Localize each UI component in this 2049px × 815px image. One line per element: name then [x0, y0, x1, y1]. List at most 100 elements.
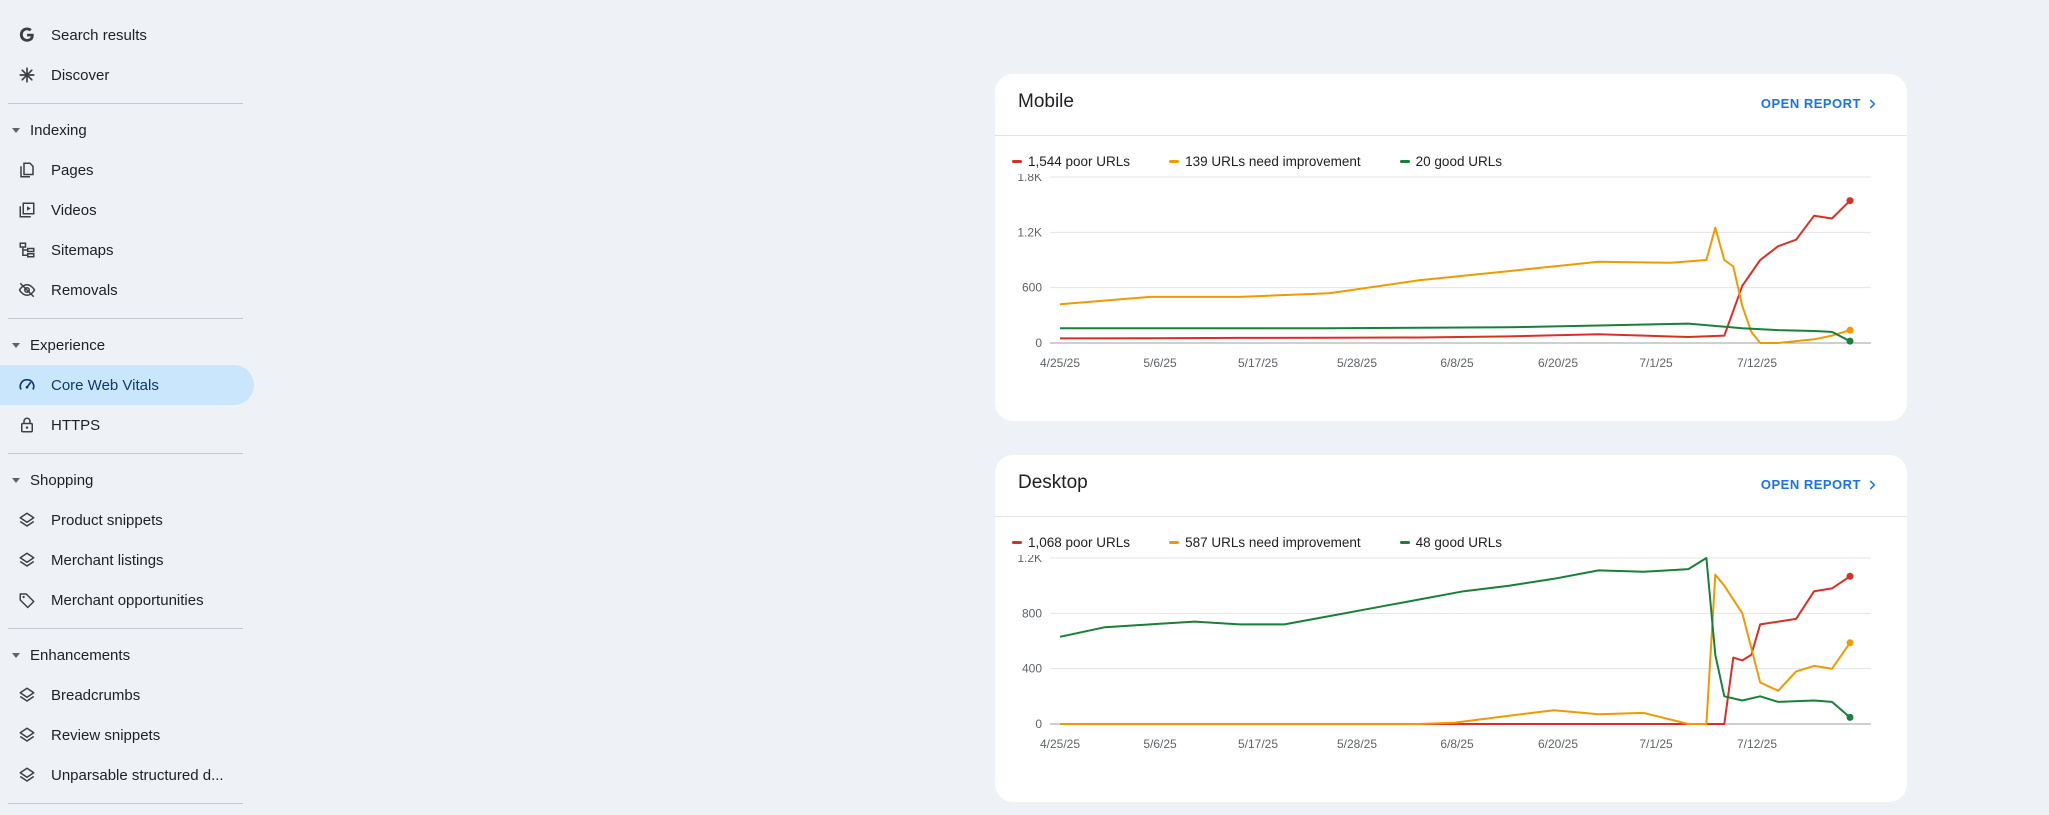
- open-report-label: OPEN REPORT: [1760, 96, 1861, 111]
- sidebar-divider: [8, 628, 243, 629]
- google-g-icon: [18, 26, 36, 44]
- layers-icon: [18, 551, 36, 569]
- section-experience[interactable]: Experience: [0, 330, 105, 360]
- caret-down-icon: [12, 652, 20, 658]
- sidebar-item-breadcrumbs[interactable]: Breadcrumbs: [0, 675, 254, 715]
- x-tick-label: 5/28/25: [1337, 737, 1377, 751]
- sidebar-item-label: Unparsable structured d...: [51, 766, 224, 784]
- y-tick-label: 0: [1035, 336, 1042, 350]
- y-tick-label: 1.2K: [1017, 555, 1042, 565]
- sidebar-item-sitemaps[interactable]: Sitemaps: [0, 230, 254, 270]
- y-tick-label: 400: [1022, 662, 1042, 676]
- sidebar-item-label: Product snippets: [51, 511, 163, 529]
- section-label: Indexing: [30, 121, 87, 139]
- section-enhancements[interactable]: Enhancements: [0, 640, 130, 670]
- series-endpoint: [1846, 197, 1854, 205]
- sidebar-item-review-snippets[interactable]: Review snippets: [0, 715, 254, 755]
- sidebar-divider: [8, 453, 243, 454]
- sidebar-item-label: Breadcrumbs: [51, 686, 141, 704]
- sidebar-item-product-snippets[interactable]: Product snippets: [0, 500, 254, 540]
- mobile-card-header: Mobile OPEN REPORT: [995, 74, 1907, 136]
- legend-swatch: [1012, 541, 1022, 544]
- legend-swatch: [1399, 541, 1410, 544]
- x-tick-label: 4/25/25: [1040, 737, 1080, 751]
- legend-item-good[interactable]: 48 good URLs: [1399, 535, 1502, 550]
- legend-item-needs-improvement[interactable]: 587 URLs need improvement: [1169, 535, 1361, 550]
- section-indexing[interactable]: Indexing: [0, 115, 87, 145]
- sidebar-item-label: Search results: [51, 26, 147, 44]
- sidebar-item-merchant-opportunities[interactable]: Merchant opportunities: [0, 580, 254, 620]
- sidebar-item-discover[interactable]: Discover: [0, 55, 254, 95]
- eye-off-icon: [18, 281, 36, 299]
- x-tick-label: 5/6/25: [1143, 356, 1177, 370]
- x-tick-label: 7/1/25: [1639, 737, 1673, 751]
- sidebar-item-label: Discover: [51, 66, 110, 84]
- caret-down-icon: [12, 477, 20, 483]
- desktop-card: Desktop OPEN REPORT 1,068 poor URLs 587 …: [995, 455, 1907, 802]
- series-endpoint: [1846, 337, 1854, 345]
- mobile-card: Mobile OPEN REPORT 1,544 poor URLs 139 U…: [995, 74, 1907, 421]
- series-endpoint: [1846, 572, 1854, 580]
- caret-down-icon: [12, 127, 20, 133]
- y-tick-label: 1.2K: [1017, 225, 1042, 239]
- sidebar-item-label: HTTPS: [51, 416, 101, 434]
- series-line: [1059, 199, 1851, 340]
- legend-item-poor[interactable]: 1,544 poor URLs: [1012, 154, 1130, 169]
- open-report-button[interactable]: OPEN REPORT: [1761, 96, 1879, 111]
- x-tick-label: 7/1/25: [1639, 356, 1673, 370]
- x-tick-label: 6/8/25: [1440, 737, 1474, 751]
- legend-item-poor[interactable]: 1,068 poor URLs: [1012, 535, 1130, 550]
- x-tick-label: 5/6/25: [1143, 737, 1177, 751]
- legend-label: 139 URLs need improvement: [1185, 154, 1361, 169]
- series-line: [1059, 557, 1851, 719]
- series-line: [1060, 573, 1851, 725]
- pages-icon: [18, 161, 36, 179]
- legend-label: 587 URLs need improvement: [1185, 535, 1361, 550]
- series-line: [1059, 226, 1851, 344]
- series-endpoint: [1846, 326, 1854, 334]
- chart-legend: 1,068 poor URLs 587 URLs need improvemen…: [1012, 535, 1541, 550]
- card-title: Mobile: [1018, 91, 1074, 112]
- layers-icon: [18, 511, 36, 529]
- chart-legend: 1,544 poor URLs 139 URLs need improvemen…: [1012, 154, 1541, 169]
- legend-item-good[interactable]: 20 good URLs: [1399, 154, 1502, 169]
- sidebar-item-label: Core Web Vitals: [51, 376, 159, 394]
- open-report-button[interactable]: OPEN REPORT: [1761, 477, 1879, 492]
- x-tick-label: 7/12/25: [1737, 356, 1777, 370]
- sidebar-item-search-results[interactable]: Search results: [0, 15, 254, 55]
- legend-item-needs-improvement[interactable]: 139 URLs need improvement: [1169, 154, 1361, 169]
- legend-label: 20 good URLs: [1415, 154, 1502, 169]
- legend-label: 48 good URLs: [1415, 535, 1502, 550]
- x-tick-label: 5/17/25: [1238, 356, 1278, 370]
- y-tick-label: 600: [1022, 281, 1042, 295]
- y-tick-label: 1.8K: [1017, 174, 1042, 184]
- section-label: Enhancements: [30, 646, 131, 664]
- sidebar-item-https[interactable]: HTTPS: [0, 405, 254, 445]
- sidebar-item-pages[interactable]: Pages: [0, 150, 254, 190]
- legend-swatch: [1169, 160, 1180, 163]
- section-shopping[interactable]: Shopping: [0, 465, 93, 495]
- sidebar-divider: [8, 803, 243, 804]
- x-tick-label: 7/12/25: [1737, 737, 1777, 751]
- x-tick-label: 6/20/25: [1538, 356, 1578, 370]
- layers-icon: [18, 686, 36, 704]
- sidebar: Search results Discover Indexing Pages Video…: [0, 0, 260, 815]
- x-tick-label: 6/20/25: [1538, 737, 1578, 751]
- desktop-card-header: Desktop OPEN REPORT: [995, 455, 1907, 517]
- series-endpoint: [1846, 713, 1854, 721]
- mobile-line-chart: 0 600 1.2K 1.8K 4/25/25 5/6/25 5/17/25 5/28/25 6…: [1017, 174, 1871, 370]
- chevron-right-icon: [1869, 479, 1876, 490]
- sidebar-item-label: Videos: [51, 201, 97, 219]
- sidebar-item-merchant-listings[interactable]: Merchant listings: [0, 540, 254, 580]
- sidebar-item-videos[interactable]: Videos: [0, 190, 254, 230]
- sidebar-divider: [8, 103, 243, 104]
- x-tick-label: 4/25/25: [1040, 356, 1080, 370]
- sidebar-item-unparsable-structured-d[interactable]: Unparsable structured d...: [0, 755, 254, 795]
- sidebar-item-core-web-vitals[interactable]: Core Web Vitals: [0, 365, 254, 405]
- series-endpoint: [1846, 639, 1854, 647]
- layers-icon: [18, 726, 36, 744]
- legend-label: 1,068 poor URLs: [1028, 535, 1131, 550]
- sidebar-item-label: Sitemaps: [51, 241, 114, 259]
- sidebar-item-removals[interactable]: Removals: [0, 270, 254, 310]
- video-icon: [18, 201, 36, 219]
